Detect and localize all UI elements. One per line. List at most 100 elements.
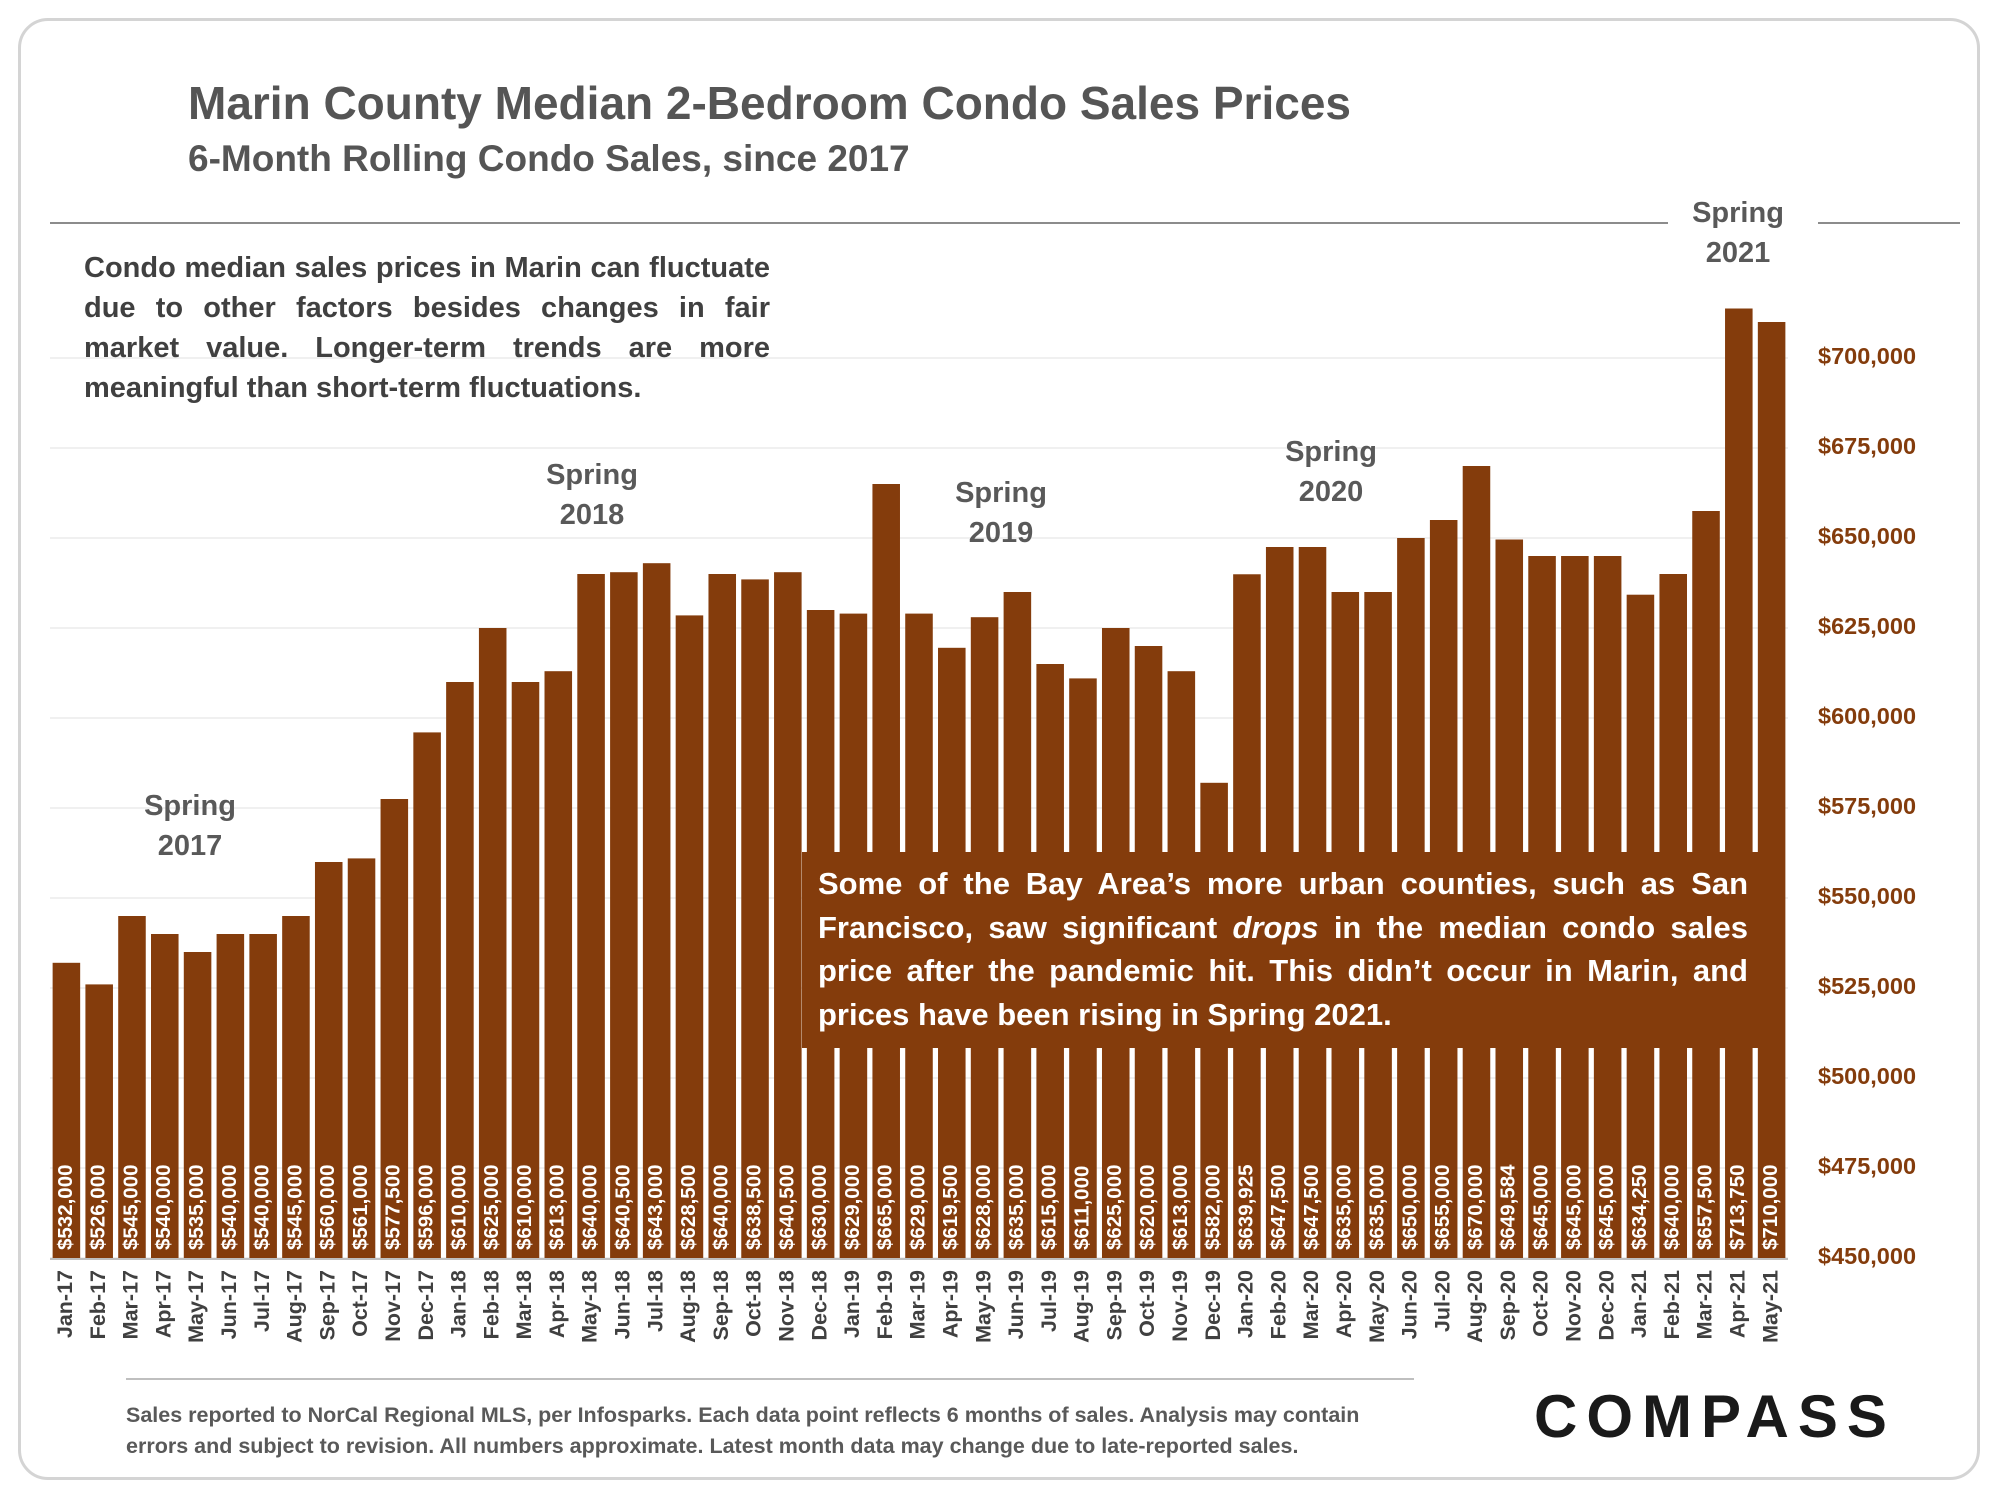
bar-value-label: $620,000 — [1136, 1164, 1159, 1250]
category-label: Dec-17 — [414, 1270, 438, 1341]
spring-annotation-line1: Spring — [1692, 197, 1784, 229]
category-label: Jul-18 — [643, 1270, 667, 1332]
category-label: Jun-20 — [1398, 1270, 1422, 1339]
category-label: Sep-20 — [1496, 1270, 1520, 1341]
category-label: Sep-18 — [709, 1270, 733, 1341]
category-label: Feb-17 — [86, 1270, 110, 1339]
spring-annotation-line1: Spring — [144, 790, 236, 822]
callout-text-part1: Some of the Bay Area’s more urban counti… — [818, 866, 1748, 945]
y-tick-label: $575,000 — [1818, 793, 1916, 819]
bar-value-label: $625,000 — [1103, 1164, 1126, 1250]
bar-value-label: $665,000 — [874, 1164, 897, 1250]
category-label: May-17 — [184, 1270, 208, 1343]
category-label: Nov-20 — [1562, 1270, 1586, 1342]
category-label: Apr-20 — [1332, 1270, 1356, 1338]
bar — [675, 615, 704, 1258]
spring-annotation-line2: 2020 — [1299, 476, 1364, 508]
y-tick-label: $525,000 — [1818, 973, 1916, 999]
spring-annotation-line1: Spring — [1285, 436, 1377, 468]
bar-value-label: $561,000 — [349, 1164, 372, 1250]
category-label: Nov-19 — [1168, 1270, 1192, 1342]
category-label: Oct-18 — [742, 1270, 766, 1337]
bar — [774, 572, 802, 1258]
bar-value-label: $610,000 — [513, 1164, 536, 1250]
bar-value-label: $545,000 — [119, 1164, 142, 1250]
spring-annotation-line2: 2021 — [1706, 237, 1771, 269]
bar-value-label: $638,500 — [742, 1164, 765, 1250]
bar-value-label: $635,000 — [1333, 1164, 1356, 1250]
category-label: Jul-20 — [1430, 1270, 1454, 1332]
bar-value-label: $640,000 — [710, 1164, 733, 1250]
category-label: Sep-17 — [315, 1270, 339, 1341]
spring-annotation-line2: 2019 — [969, 517, 1034, 549]
category-label: Mar-17 — [119, 1270, 143, 1339]
category-label: May-20 — [1365, 1270, 1389, 1343]
category-label: Aug-19 — [1070, 1270, 1094, 1343]
bar — [642, 563, 671, 1258]
category-label: Jul-19 — [1037, 1270, 1061, 1332]
callout-text-part2: in the median condo sales price after th… — [818, 909, 1748, 1032]
bar-value-label: $645,000 — [1562, 1164, 1585, 1250]
callout-emphasis: drops — [1232, 909, 1319, 945]
category-label: May-21 — [1758, 1270, 1782, 1343]
bar — [610, 572, 638, 1258]
bar-value-label: $640,000 — [1661, 1164, 1684, 1250]
bar — [216, 934, 245, 1258]
bar — [118, 916, 146, 1258]
source-footnote: Sales reported to NorCal Regional MLS, p… — [126, 1400, 1456, 1462]
category-label: Jan-21 — [1627, 1270, 1651, 1338]
bar-value-label: $643,000 — [644, 1164, 667, 1250]
bar-value-label: $640,500 — [775, 1164, 798, 1250]
bar-value-label: $545,000 — [283, 1164, 306, 1250]
bar-value-label: $647,500 — [1300, 1164, 1323, 1250]
bar-value-label: $629,000 — [906, 1164, 929, 1250]
bar — [413, 732, 441, 1258]
bar-value-label: $649,584 — [1497, 1164, 1520, 1250]
category-label: Sep-19 — [1102, 1270, 1126, 1341]
category-label: Nov-17 — [381, 1270, 405, 1342]
bar — [85, 984, 113, 1258]
bar — [708, 574, 737, 1258]
bar — [544, 671, 573, 1258]
category-label: Jan-17 — [53, 1270, 77, 1338]
chart-title: Marin County Median 2-Bedroom Condo Sale… — [188, 77, 1351, 129]
category-label: Jun-17 — [217, 1270, 241, 1339]
category-label: Jun-18 — [611, 1270, 635, 1339]
bar-value-label: $625,000 — [480, 1164, 503, 1250]
category-label: Oct-19 — [1135, 1270, 1159, 1337]
category-label: Aug-18 — [676, 1270, 700, 1343]
bar-value-label: $628,500 — [677, 1164, 700, 1250]
y-tick-label: $700,000 — [1818, 343, 1916, 369]
bar — [151, 934, 179, 1258]
y-tick-label: $450,000 — [1818, 1243, 1916, 1269]
bar — [282, 916, 310, 1258]
category-label: Apr-17 — [151, 1270, 175, 1338]
bar-value-label: $619,500 — [939, 1164, 962, 1250]
pandemic-callout-text: Some of the Bay Area’s more urban counti… — [818, 862, 1748, 1036]
bar — [511, 682, 540, 1258]
category-label: Jun-19 — [1004, 1270, 1028, 1339]
bar-value-label: $640,500 — [611, 1164, 634, 1250]
category-label: Mar-19 — [906, 1270, 930, 1339]
bar-value-label: $610,000 — [447, 1164, 470, 1250]
category-label: Dec-20 — [1594, 1270, 1618, 1341]
bar-value-label: $630,000 — [808, 1164, 831, 1250]
y-tick-label: $550,000 — [1818, 883, 1916, 909]
category-label: Aug-17 — [283, 1270, 307, 1343]
bar-value-label: $655,000 — [1431, 1164, 1454, 1250]
bar-value-label: $526,000 — [87, 1164, 110, 1250]
category-label: Nov-18 — [775, 1270, 799, 1342]
bar-value-label: $535,000 — [185, 1164, 208, 1250]
bar — [52, 962, 81, 1258]
y-tick-label: $650,000 — [1818, 523, 1916, 549]
bar-value-label: $540,000 — [218, 1164, 241, 1250]
category-label: Mar-20 — [1299, 1270, 1323, 1339]
y-tick-label: $625,000 — [1818, 613, 1916, 639]
bar — [183, 952, 212, 1258]
bar — [478, 628, 507, 1258]
bar-value-label: $560,000 — [316, 1164, 339, 1250]
bar-value-label: $577,500 — [382, 1164, 405, 1250]
bar-value-label: $611,000 — [1070, 1166, 1093, 1250]
bar-value-label: $629,000 — [841, 1164, 864, 1250]
